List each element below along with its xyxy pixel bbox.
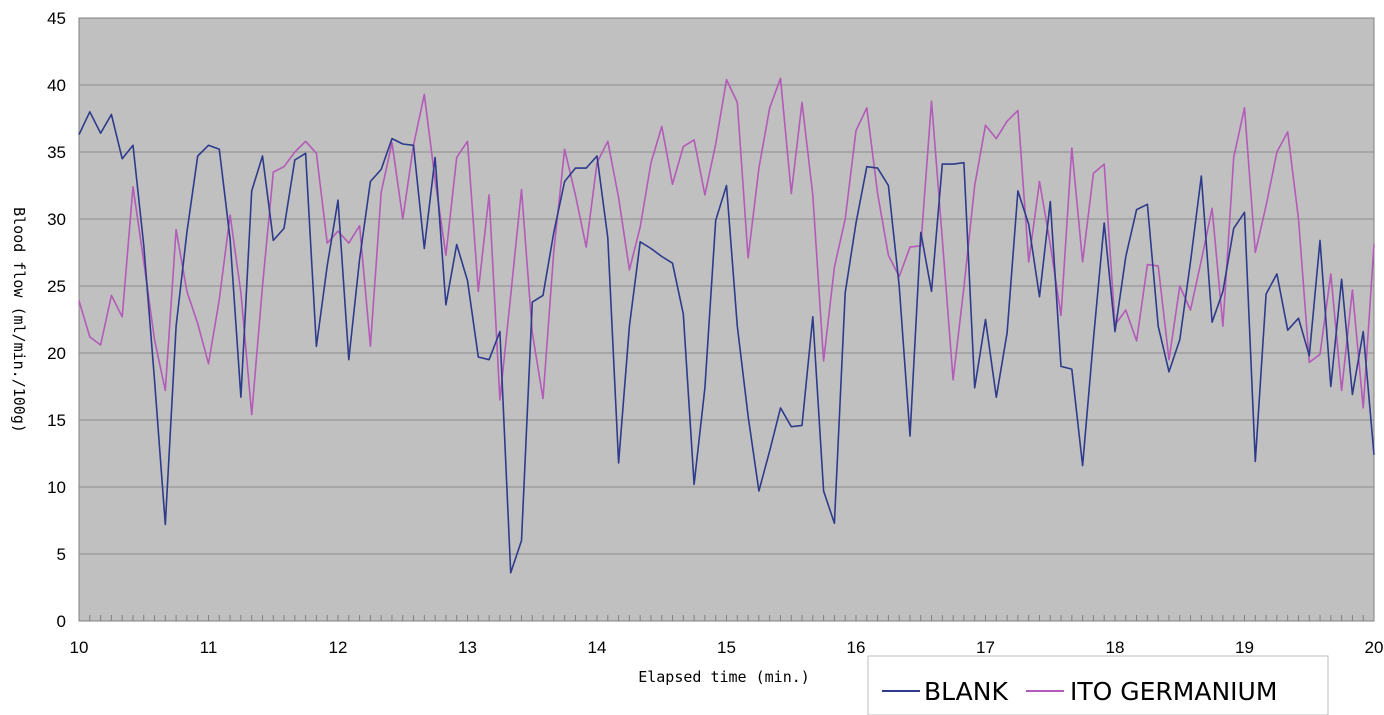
plot-area (78, 17, 1375, 622)
y-tick-label: 25 (47, 277, 66, 296)
y-tick-label: 5 (57, 545, 66, 564)
legend: BLANK ITO GERMANIUM (867, 655, 1329, 715)
y-tick-label: 10 (47, 478, 66, 497)
x-tick-label: 15 (717, 638, 736, 657)
series-line-ito-germanium (78, 77, 1375, 416)
x-tick-label: 19 (1235, 638, 1254, 657)
y-axis-title: Blood flow (ml/min./100g) (10, 207, 28, 433)
x-tick-label: 17 (976, 638, 995, 657)
x-tick-label: 18 (1106, 638, 1125, 657)
legend-label-blank: BLANK (924, 677, 1008, 706)
y-tick-label: 20 (47, 344, 66, 363)
y-axis-ticks: 0 5 10 15 20 25 30 35 40 45 (47, 9, 66, 631)
x-minor-ticks (78, 615, 1375, 621)
y-tick-label: 45 (47, 9, 66, 28)
y-tick-label: 40 (47, 76, 66, 95)
series-line-blank (78, 111, 1375, 574)
y-tick-label: 0 (57, 612, 66, 631)
x-tick-label: 14 (588, 638, 607, 657)
x-tick-label: 12 (329, 638, 348, 657)
x-tick-label: 16 (847, 638, 866, 657)
legend-box (867, 655, 1329, 715)
x-axis-ticks: 10 11 12 13 14 15 16 17 18 19 20 (70, 638, 1384, 657)
x-tick-label: 20 (1365, 638, 1384, 657)
series-lines (78, 77, 1375, 574)
x-tick-label: 13 (458, 638, 477, 657)
x-tick-label: 11 (200, 638, 218, 657)
y-tick-label: 35 (47, 143, 66, 162)
x-axis-title: Elapsed time (min.) (638, 668, 810, 686)
x-tick-label: 10 (70, 638, 89, 657)
y-tick-label: 30 (47, 210, 66, 229)
y-tick-label: 15 (47, 411, 66, 430)
legend-label-ito-germanium: ITO GERMANIUM (1070, 677, 1277, 706)
